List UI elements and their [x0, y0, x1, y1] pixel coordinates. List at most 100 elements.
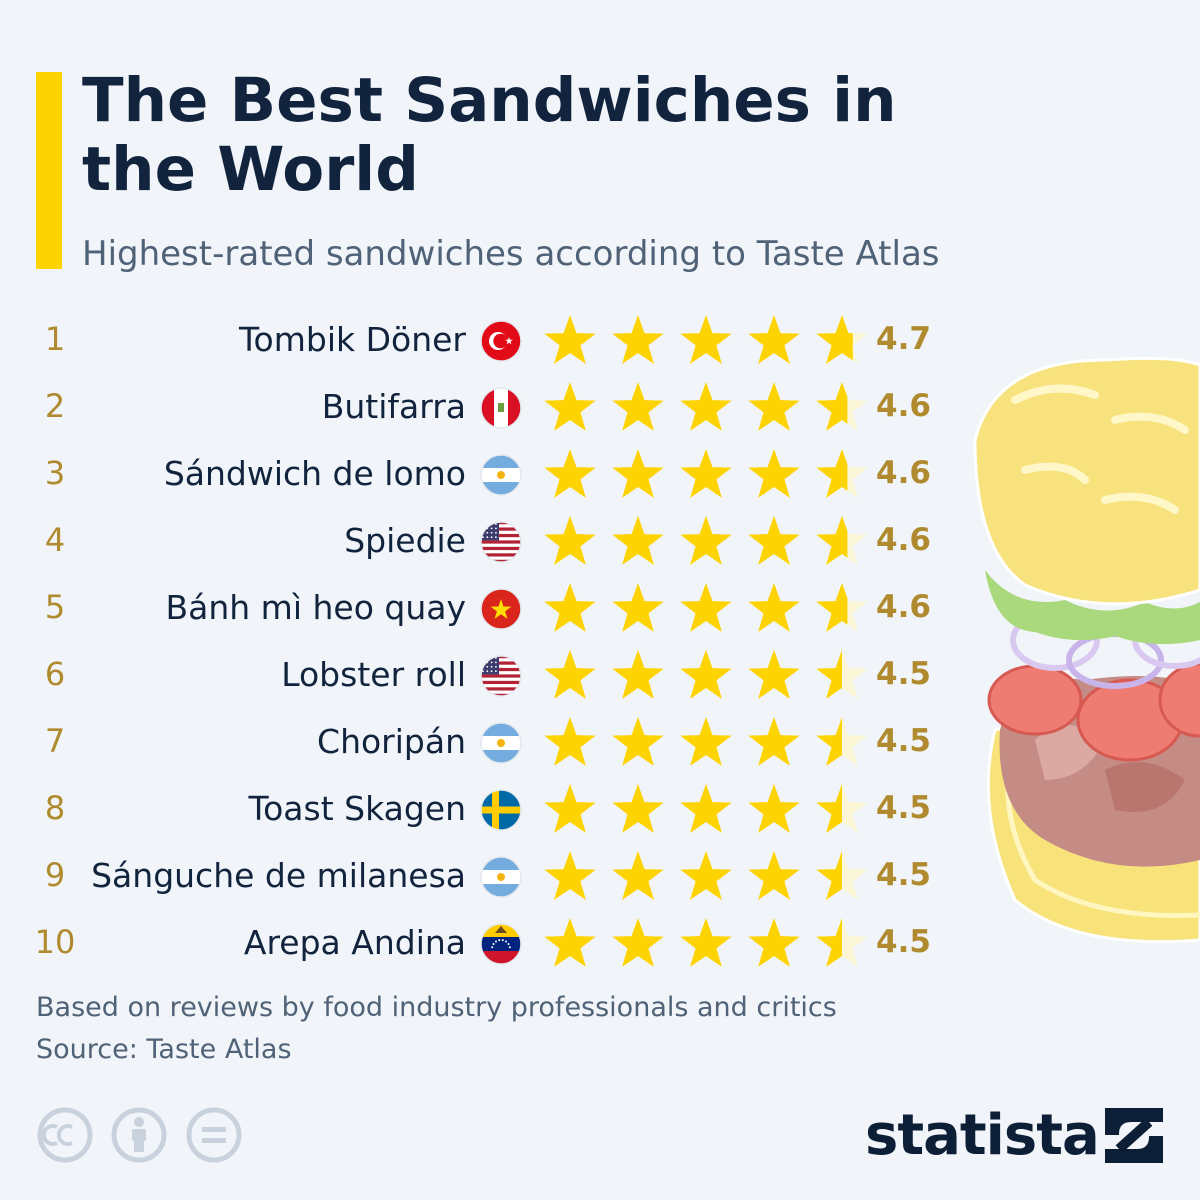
star-icon	[612, 784, 664, 833]
ranking-row: 3 Sándwich de lomo 4.6	[0, 442, 960, 509]
rating-stars	[544, 516, 868, 565]
rank-number: 7	[44, 722, 66, 760]
rating-stars	[544, 382, 868, 431]
rating-value: 4.6	[876, 455, 931, 491]
rank-number: 2	[44, 387, 66, 425]
star-icon	[612, 449, 664, 498]
star-icon	[748, 784, 800, 833]
star-icon	[544, 851, 596, 900]
star-icon	[680, 315, 732, 364]
star-icon	[748, 449, 800, 498]
argentina-flag	[480, 722, 522, 764]
star-icon	[748, 650, 800, 699]
rating-stars	[544, 784, 868, 833]
star-icon	[612, 583, 664, 632]
star-icon	[748, 918, 800, 967]
sandwich-name: Tombik Döner	[239, 320, 466, 359]
star-icon	[544, 717, 596, 766]
rank-number: 8	[44, 789, 66, 827]
turkey-flag	[480, 320, 522, 362]
star-icon	[816, 784, 868, 833]
sandwich-name: Toast Skagen	[248, 789, 466, 828]
rating-value: 4.6	[876, 388, 931, 424]
sandwich-illustration	[973, 356, 1200, 944]
star-icon	[544, 784, 596, 833]
star-icon	[680, 583, 732, 632]
star-icon	[544, 516, 596, 565]
star-icon	[612, 717, 664, 766]
star-icon	[816, 315, 868, 364]
page-subtitle: Highest-rated sandwiches according to Ta…	[82, 234, 940, 274]
rank-number: 4	[44, 521, 66, 559]
venezuela-flag	[480, 923, 522, 965]
star-icon	[816, 516, 868, 565]
star-icon	[544, 918, 596, 967]
license-icons	[37, 1107, 242, 1163]
rating-stars	[544, 583, 868, 632]
ranking-row: 6 Lobster roll 4.5	[0, 643, 960, 710]
star-icon	[612, 516, 664, 565]
cc-icon[interactable]	[37, 1107, 93, 1163]
star-icon	[544, 650, 596, 699]
star-icon	[816, 851, 868, 900]
sandwich-name: Lobster roll	[281, 655, 466, 694]
star-icon	[612, 650, 664, 699]
star-icon	[680, 851, 732, 900]
rating-value: 4.7	[876, 321, 931, 357]
argentina-flag	[480, 454, 522, 496]
chart-note: Based on reviews by food industry profes…	[36, 992, 837, 1023]
rating-value: 4.5	[876, 723, 931, 759]
statista-logo[interactable]: statista	[865, 1103, 1175, 1168]
star-icon	[816, 382, 868, 431]
rank-number: 5	[44, 588, 66, 626]
rating-value: 4.5	[876, 857, 931, 893]
attribution-icon[interactable]	[111, 1107, 167, 1163]
star-icon	[544, 315, 596, 364]
rating-stars	[544, 918, 868, 967]
no-derivatives-icon[interactable]	[186, 1107, 242, 1163]
ranking-row: 4 Spiedie 4.6	[0, 509, 960, 576]
usa-flag	[480, 655, 522, 697]
rating-stars	[544, 650, 868, 699]
ranking-row: 2 Butifarra 4.6	[0, 375, 960, 442]
star-icon	[612, 851, 664, 900]
star-icon	[680, 449, 732, 498]
rank-number: 10	[34, 923, 76, 961]
sandwich-name: Butifarra	[321, 387, 466, 426]
star-icon	[748, 315, 800, 364]
statista-mark-icon	[1105, 1108, 1163, 1163]
rank-number: 6	[44, 655, 66, 693]
rating-value: 4.6	[876, 589, 931, 625]
star-icon	[612, 382, 664, 431]
star-icon	[748, 516, 800, 565]
sandwich-name: Sándwich de lomo	[163, 454, 466, 493]
sandwich-name: Sánguche de milanesa	[91, 856, 466, 895]
star-icon	[544, 583, 596, 632]
sandwich-name: Spiedie	[344, 521, 466, 560]
star-icon	[544, 449, 596, 498]
page-title: The Best Sandwiches in the World	[82, 65, 897, 205]
star-icon	[680, 382, 732, 431]
star-icon	[816, 449, 868, 498]
star-icon	[612, 315, 664, 364]
rating-value: 4.6	[876, 522, 931, 558]
chart-source: Source: Taste Atlas	[36, 1034, 292, 1065]
sandwich-name: Arepa Andina	[243, 923, 466, 962]
star-icon	[748, 382, 800, 431]
vietnam-flag	[480, 588, 522, 630]
star-icon	[816, 918, 868, 967]
rank-number: 9	[44, 856, 66, 894]
ranking-row: 8 Toast Skagen 4.5	[0, 777, 960, 844]
ranking-row: 5 Bánh mì heo quay 4.6	[0, 576, 960, 643]
rating-stars	[544, 717, 868, 766]
star-icon	[748, 583, 800, 632]
rating-stars	[544, 851, 868, 900]
star-icon	[680, 918, 732, 967]
star-icon	[748, 717, 800, 766]
rating-stars	[544, 449, 868, 498]
star-icon	[680, 516, 732, 565]
star-icon	[748, 851, 800, 900]
rating-value: 4.5	[876, 924, 931, 960]
ranking-row: 7 Choripán 4.5	[0, 710, 960, 777]
sweden-flag	[480, 789, 522, 831]
